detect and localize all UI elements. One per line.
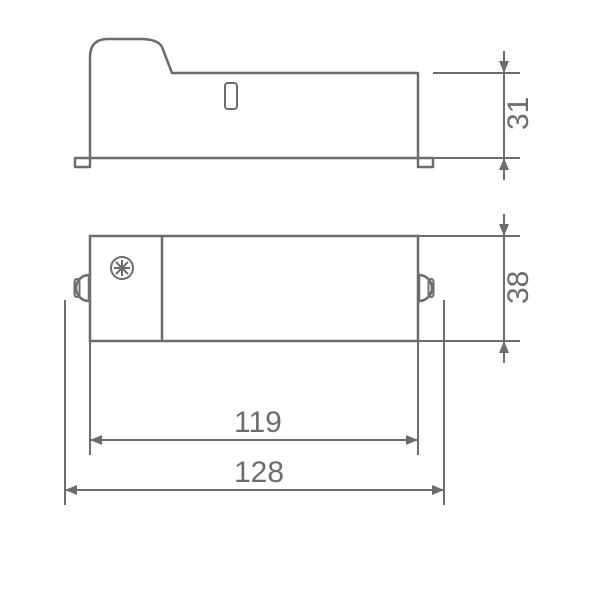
dim-width-top: 38 [502, 271, 535, 304]
dim-length-119: 119 [234, 406, 282, 439]
dim-length-128: 128 [234, 456, 284, 489]
dim-height-side: 31 [502, 97, 535, 130]
top-view: 38 [75, 214, 536, 363]
top-body [90, 236, 418, 341]
side-view: 31 [75, 39, 535, 180]
side-body-outline [75, 39, 433, 167]
